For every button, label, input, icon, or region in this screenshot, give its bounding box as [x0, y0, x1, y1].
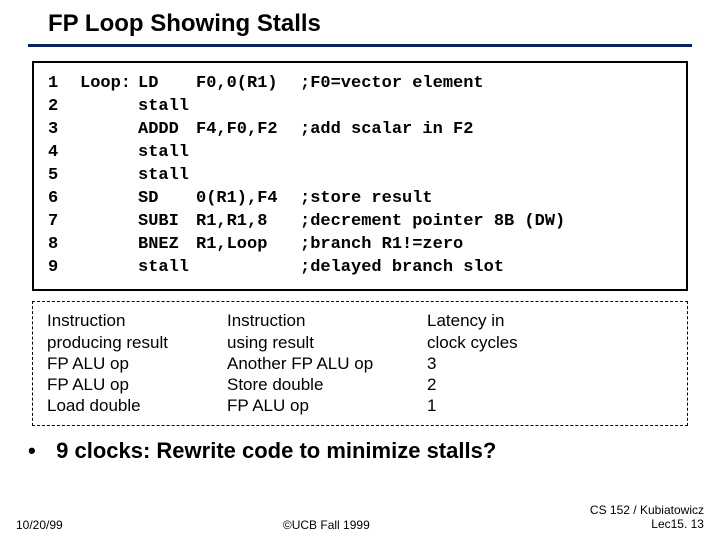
code-line: 5 stall — [48, 165, 672, 188]
line-num: 7 — [48, 211, 80, 234]
line-label: Loop: — [80, 73, 138, 96]
latency-row: Load double FP ALU op 1 — [47, 395, 673, 416]
line-label — [80, 119, 138, 142]
line-op: stall — [138, 96, 196, 119]
line-args — [196, 165, 300, 188]
line-op: stall — [138, 257, 196, 280]
line-comment — [300, 96, 672, 119]
line-args — [196, 257, 300, 280]
code-line: 9 stall ;delayed branch slot — [48, 257, 672, 280]
lat-prod: FP ALU op — [47, 374, 227, 395]
code-line: 8 BNEZ R1,Loop ;branch R1!=zero — [48, 234, 672, 257]
line-comment: ;store result — [300, 188, 672, 211]
line-label — [80, 188, 138, 211]
footer-date: 10/20/99 — [16, 518, 63, 532]
line-num: 6 — [48, 188, 80, 211]
line-args: R1,R1,8 — [196, 211, 300, 234]
line-comment — [300, 165, 672, 188]
line-comment: ;F0=vector element — [300, 73, 672, 96]
code-line: 7 SUBI R1,R1,8 ;decrement pointer 8B (DW… — [48, 211, 672, 234]
lat-use: Store double — [227, 374, 427, 395]
lat-val: 3 — [427, 353, 673, 374]
line-args: R1,Loop — [196, 234, 300, 257]
line-num: 1 — [48, 73, 80, 96]
line-args — [196, 96, 300, 119]
line-num: 3 — [48, 119, 80, 142]
line-comment: ;delayed branch slot — [300, 257, 672, 280]
col-using: Instruction using result — [227, 310, 427, 353]
line-args: F0,0(R1) — [196, 73, 300, 96]
line-label — [80, 165, 138, 188]
line-args: 0(R1),F4 — [196, 188, 300, 211]
line-label — [80, 96, 138, 119]
bullet-icon: • — [28, 438, 50, 464]
line-num: 5 — [48, 165, 80, 188]
line-args: F4,F0,F2 — [196, 119, 300, 142]
latency-row: FP ALU op Store double 2 — [47, 374, 673, 395]
lat-use: Another FP ALU op — [227, 353, 427, 374]
line-num: 2 — [48, 96, 80, 119]
col-producing: Instruction producing result — [47, 310, 227, 353]
code-line: 2 stall — [48, 96, 672, 119]
line-label — [80, 234, 138, 257]
code-line: 3 ADDD F4,F0,F2 ;add scalar in F2 — [48, 119, 672, 142]
line-comment: ;branch R1!=zero — [300, 234, 672, 257]
line-comment: ;add scalar in F2 — [300, 119, 672, 142]
footer: 10/20/99 ©UCB Fall 1999 CS 152 / Kubiato… — [0, 504, 720, 532]
line-op: SUBI — [138, 211, 196, 234]
lat-prod: Load double — [47, 395, 227, 416]
line-label — [80, 211, 138, 234]
line-comment: ;decrement pointer 8B (DW) — [300, 211, 672, 234]
lat-val: 2 — [427, 374, 673, 395]
lat-use: FP ALU op — [227, 395, 427, 416]
code-line: 1 Loop: LD F0,0(R1) ;F0=vector element — [48, 73, 672, 96]
line-args — [196, 142, 300, 165]
code-line: 4 stall — [48, 142, 672, 165]
lat-val: 1 — [427, 395, 673, 416]
lat-prod: FP ALU op — [47, 353, 227, 374]
footer-course: CS 152 / Kubiatowicz Lec15. 13 — [590, 504, 704, 532]
line-num: 8 — [48, 234, 80, 257]
bullet-text: 9 clocks: Rewrite code to minimize stall… — [56, 438, 496, 463]
line-op: BNEZ — [138, 234, 196, 257]
footer-copyright: ©UCB Fall 1999 — [283, 518, 370, 532]
code-line: 6 SD 0(R1),F4 ;store result — [48, 188, 672, 211]
summary-bullet: • 9 clocks: Rewrite code to minimize sta… — [28, 438, 692, 464]
col-latency: Latency in clock cycles — [427, 310, 673, 353]
latency-row: FP ALU op Another FP ALU op 3 — [47, 353, 673, 374]
line-op: stall — [138, 142, 196, 165]
line-op: ADDD — [138, 119, 196, 142]
line-label — [80, 257, 138, 280]
line-label — [80, 142, 138, 165]
line-num: 9 — [48, 257, 80, 280]
code-listing: 1 Loop: LD F0,0(R1) ;F0=vector element 2… — [32, 61, 688, 291]
line-op: stall — [138, 165, 196, 188]
latency-header: Instruction producing result Instruction… — [47, 310, 673, 353]
line-comment — [300, 142, 672, 165]
line-op: LD — [138, 73, 196, 96]
latency-table: Instruction producing result Instruction… — [32, 301, 688, 425]
line-num: 4 — [48, 142, 80, 165]
line-op: SD — [138, 188, 196, 211]
slide-title: FP Loop Showing Stalls — [28, 10, 692, 47]
